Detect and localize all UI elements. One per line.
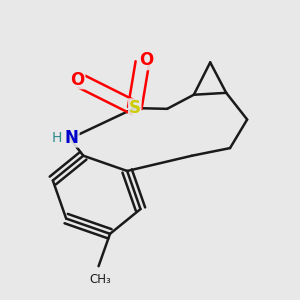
Text: CH₃: CH₃ (90, 273, 111, 286)
Text: O: O (139, 52, 153, 70)
Text: H: H (52, 131, 62, 145)
Text: S: S (129, 99, 141, 117)
Text: N: N (65, 129, 79, 147)
Text: O: O (70, 70, 85, 88)
